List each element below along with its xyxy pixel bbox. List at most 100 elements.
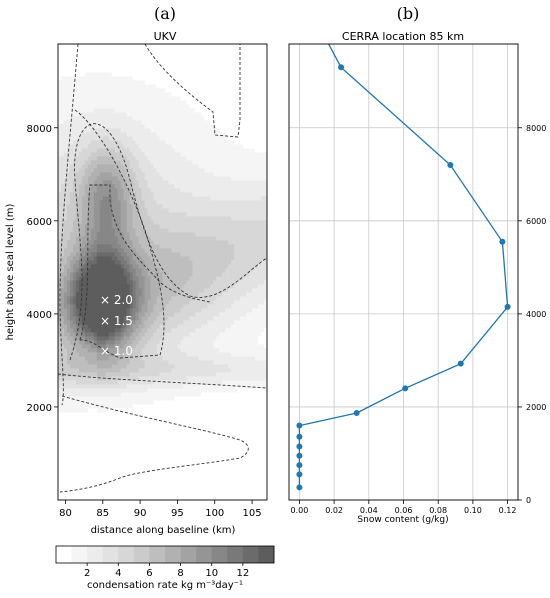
field-cell xyxy=(135,420,140,425)
field-cell xyxy=(78,340,83,345)
field-cell xyxy=(183,488,187,493)
field-cell xyxy=(156,140,160,145)
field-cell xyxy=(120,376,125,381)
field-cell xyxy=(171,56,175,61)
field-cell xyxy=(180,320,184,325)
field-cell xyxy=(90,92,95,97)
field-cell xyxy=(135,304,140,309)
field-cell xyxy=(96,380,101,385)
field-cell xyxy=(171,140,175,145)
field-cell xyxy=(168,364,172,369)
field-cell xyxy=(63,220,68,225)
field-cell xyxy=(141,212,145,217)
field-cell xyxy=(141,412,145,417)
field-cell xyxy=(99,112,104,117)
field-cell xyxy=(171,48,175,53)
field-cell xyxy=(186,268,190,273)
field-cell xyxy=(138,304,142,309)
field-cell xyxy=(78,484,83,489)
field-cell xyxy=(72,68,77,73)
field-cell xyxy=(123,372,128,377)
field-cell xyxy=(108,392,113,397)
field-cell xyxy=(63,84,68,89)
field-cell xyxy=(162,156,166,161)
field-cell xyxy=(126,220,131,225)
field-cell xyxy=(120,120,125,125)
field-cell xyxy=(60,376,65,381)
field-cell xyxy=(165,324,169,329)
field-cell xyxy=(63,440,68,445)
field-cell xyxy=(114,120,119,125)
field-cell xyxy=(129,272,134,277)
field-cell xyxy=(126,392,131,397)
field-cell xyxy=(156,80,160,85)
field-cell xyxy=(171,412,175,417)
field-cell xyxy=(117,368,122,373)
field-cell xyxy=(150,312,154,317)
field-cell xyxy=(138,124,142,129)
field-cell xyxy=(147,428,151,433)
field-cell xyxy=(171,492,175,497)
field-cell xyxy=(96,168,101,173)
field-cell xyxy=(156,440,160,445)
field-cell xyxy=(114,264,119,269)
field-cell xyxy=(153,136,157,141)
field-cell xyxy=(123,296,128,301)
field-cell xyxy=(87,376,92,381)
field-cell xyxy=(111,144,116,149)
field-cell xyxy=(93,180,98,185)
field-cell xyxy=(135,116,140,121)
field-cell xyxy=(66,424,71,429)
field-cell xyxy=(156,260,160,265)
field-cell xyxy=(135,424,140,429)
field-cell xyxy=(180,284,184,289)
field-cell xyxy=(58,444,62,449)
field-cell xyxy=(144,288,148,293)
field-cell xyxy=(132,468,137,473)
field-cell xyxy=(141,240,145,245)
field-cell xyxy=(138,80,142,85)
field-cell xyxy=(129,124,134,129)
field-cell xyxy=(75,260,80,265)
field-cell xyxy=(117,332,122,337)
field-cell xyxy=(177,248,181,253)
field-cell xyxy=(138,408,142,413)
field-cell xyxy=(75,132,80,137)
field-cell xyxy=(60,448,65,453)
field-cell xyxy=(78,232,83,237)
field-cell xyxy=(150,192,154,197)
field-cell xyxy=(96,180,101,185)
field-cell xyxy=(141,120,145,125)
field-cell xyxy=(186,404,190,409)
field-cell xyxy=(108,296,113,301)
field-cell xyxy=(144,448,148,453)
field-cell xyxy=(165,68,169,73)
field-cell xyxy=(63,212,68,217)
field-cell xyxy=(117,120,122,125)
field-cell xyxy=(126,304,131,309)
field-cell xyxy=(63,216,68,221)
field-cell xyxy=(135,196,140,201)
field-cell xyxy=(63,348,68,353)
field-cell xyxy=(96,108,101,113)
field-cell xyxy=(171,108,175,113)
field-cell xyxy=(138,240,142,245)
field-cell xyxy=(72,136,77,141)
field-cell xyxy=(153,144,157,149)
field-cell xyxy=(93,80,98,85)
field-cell xyxy=(135,340,140,345)
field-cell xyxy=(87,464,92,469)
field-cell xyxy=(69,116,74,121)
field-cell xyxy=(186,264,190,269)
field-cell xyxy=(58,496,62,500)
field-cell xyxy=(105,376,110,381)
field-cell xyxy=(141,380,145,385)
field-cell xyxy=(162,48,166,53)
field-cell xyxy=(126,468,131,473)
field-cell xyxy=(90,432,95,437)
field-cell xyxy=(177,180,181,185)
field-cell xyxy=(183,208,187,213)
field-cell xyxy=(126,388,131,393)
field-cell xyxy=(58,236,62,241)
field-cell xyxy=(93,316,98,321)
